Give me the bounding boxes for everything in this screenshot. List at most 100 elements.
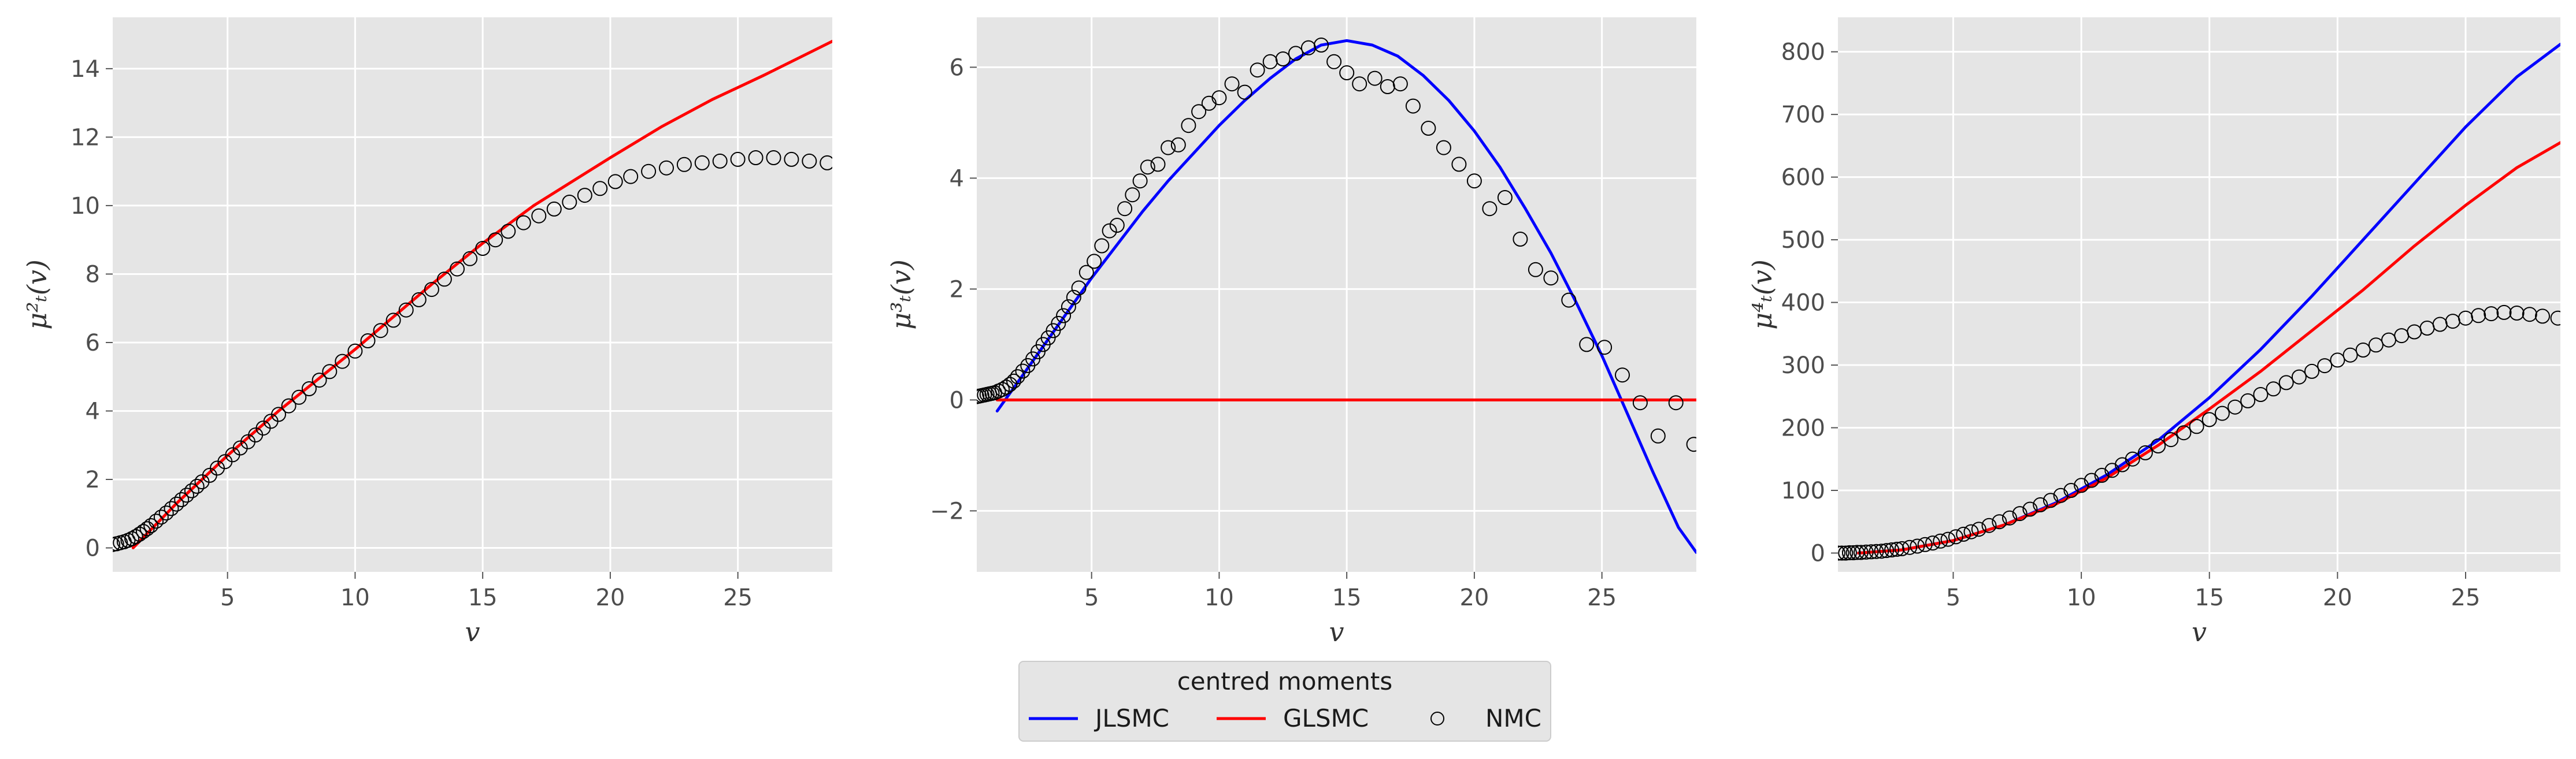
y-tick-label: 0: [950, 387, 964, 414]
y-tick-label: 400: [1781, 290, 1825, 317]
x-tick-label: 5: [220, 585, 235, 611]
nmc-point: [1392, 76, 1408, 92]
nmc-point: [153, 509, 169, 525]
nmc-point: [232, 440, 248, 456]
nmc-point: [291, 389, 307, 405]
y-tick-label: 8: [86, 261, 100, 288]
nmc-point: [436, 271, 452, 287]
nmc-point: [2317, 358, 2333, 374]
x-tick-label: 10: [1204, 585, 1234, 611]
nmc-point: [748, 150, 763, 165]
nmc-point: [312, 373, 327, 388]
nmc-point: [1889, 541, 1904, 557]
y-tick-label: 2: [950, 276, 964, 303]
nmc-point: [1925, 535, 1940, 551]
nmc-point: [136, 524, 151, 540]
nmc-point: [1561, 292, 1577, 308]
plot-marks: [113, 40, 832, 552]
chart-panel-1: 5 10 15 20 25 0 2 4 6 8 10 12 14 v μ²ₜ(v): [21, 17, 832, 648]
nmc-point: [2084, 472, 2099, 488]
x-tick-label: 5: [1084, 585, 1099, 611]
y-tick-label: 6: [86, 330, 100, 356]
nmc-point: [802, 153, 817, 169]
x-tick-label: 25: [723, 585, 753, 611]
plot-background: [113, 17, 832, 572]
nmc-point: [2240, 393, 2256, 408]
legend-label-jlsmc: JLSMC: [1094, 704, 1169, 732]
nmc-point: [676, 157, 692, 172]
nmc-point: [2535, 308, 2550, 324]
nmc-point: [998, 380, 1014, 395]
nmc-point: [2063, 483, 2079, 498]
nmc-point: [2022, 501, 2038, 517]
nmc-point: [1482, 201, 1498, 217]
nmc-point: [1686, 437, 1696, 452]
legend-box: [1018, 661, 1551, 742]
nmc-point: [623, 169, 639, 184]
y-axis-label: μ³ₜ(v): [885, 259, 917, 330]
nmc-point: [1061, 299, 1076, 315]
nmc-point: [1078, 265, 1094, 280]
x-axis-label: v: [2192, 616, 2207, 648]
nmc-point: [1056, 308, 1072, 323]
nmc-point: [1237, 84, 1252, 100]
nmc-point: [516, 215, 531, 230]
nmc-point: [1632, 395, 1648, 411]
nmc-point: [1191, 104, 1207, 120]
nmc-point: [2227, 399, 2243, 415]
nmc-point: [1963, 524, 1979, 540]
nmc-point: [2484, 306, 2499, 322]
nmc-point: [2253, 387, 2269, 402]
nmc-point: [1224, 76, 1240, 92]
nmc-point: [531, 208, 547, 224]
y-axis-label: μ⁴ₜ(v): [1747, 259, 1778, 330]
nmc-point: [184, 483, 199, 498]
nmc-point: [301, 381, 317, 396]
nmc-point: [1853, 545, 1869, 560]
nmc-point: [1094, 238, 1110, 254]
nmc-point: [1579, 337, 1595, 352]
nmc-point: [501, 224, 516, 239]
nmc-point: [1161, 140, 1176, 155]
nmc-point: [562, 195, 577, 210]
nmc-point: [164, 501, 179, 516]
nmc-point: [607, 174, 623, 189]
nmc-point: [1841, 545, 1857, 560]
nmc-point: [143, 518, 159, 533]
nmc-point: [2509, 306, 2525, 321]
y-tick-label: 800: [1781, 39, 1825, 66]
nmc-point: [1992, 514, 2007, 530]
nmc-point: [2002, 510, 2017, 526]
nmc-point: [2266, 381, 2281, 397]
x-axis-label: v: [1329, 616, 1344, 648]
nmc-point: [1117, 201, 1133, 217]
nmc-point: [1150, 157, 1166, 172]
nmc-point: [1170, 137, 1186, 152]
nmc-point: [1894, 541, 1910, 556]
nmc-point: [2355, 343, 2371, 358]
nmc-point: [1863, 544, 1879, 560]
y-tick-label: −2: [930, 498, 964, 524]
nmc-point: [2189, 419, 2204, 434]
nmc-point: [712, 153, 728, 169]
nmc-point: [450, 261, 465, 277]
nmc-point: [641, 163, 657, 179]
nmc-point: [2368, 337, 2384, 353]
nmc-point: [189, 478, 205, 494]
nmc-point: [2074, 478, 2089, 493]
nmc-point: [1933, 533, 1948, 549]
nmc-point: [1367, 70, 1382, 86]
nmc-point: [1981, 518, 1997, 533]
nmc-point: [1513, 232, 1528, 247]
nmc-point: [1352, 76, 1367, 92]
nmc-point: [475, 241, 491, 256]
nmc-point: [2201, 412, 2217, 427]
nmc-point: [2012, 506, 2028, 522]
nmc-point: [1010, 369, 1025, 385]
nmc-point: [2278, 375, 2294, 390]
legend: centred moments JLSMC GLSMC NMC: [1018, 661, 1551, 742]
nmc-point: [1436, 140, 1451, 155]
x-tick-label: 15: [1332, 585, 1362, 611]
nmc-point: [158, 505, 174, 521]
